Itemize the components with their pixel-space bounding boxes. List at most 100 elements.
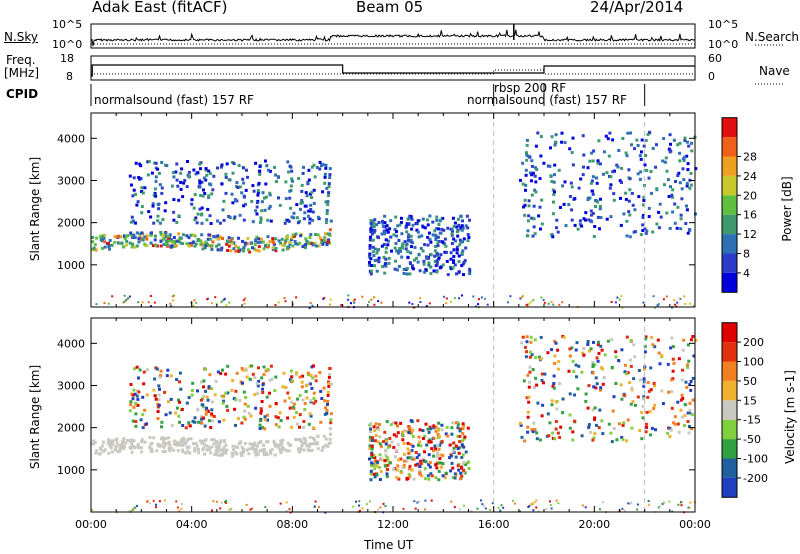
echo-cell [128, 510, 131, 512]
echo-cell [157, 207, 161, 211]
echo-cell [527, 395, 531, 399]
echo-cell [172, 245, 176, 249]
echo-cell [245, 375, 249, 379]
echo-cell [655, 187, 659, 191]
echo-cell [578, 222, 582, 226]
echo-cell [153, 238, 157, 242]
echo-cell [409, 234, 413, 238]
echo-cell [458, 297, 461, 300]
echo-cell [681, 368, 685, 372]
echo-cell [229, 249, 233, 253]
colorbar-swatch [722, 477, 737, 498]
echo-cell [462, 468, 466, 472]
echo-cell [648, 503, 650, 506]
echo-cell [103, 245, 107, 249]
echo-cell [284, 218, 288, 222]
echo-cell [249, 242, 253, 245]
echo-cell [143, 408, 147, 412]
echo-cell [198, 207, 202, 211]
echo-cell [461, 453, 465, 457]
echo-cell [408, 301, 411, 304]
echo-cell [222, 218, 226, 222]
echo-cell [432, 424, 436, 428]
echo-cell [414, 463, 418, 467]
echo-cell [638, 378, 642, 382]
echo-cell [172, 175, 176, 179]
echo-cell [379, 506, 382, 509]
echo-cell [298, 450, 302, 454]
echo-cell [269, 219, 273, 223]
cpid-mode-3: normalsound (fast) 157 RF [467, 93, 627, 107]
echo-cell [591, 408, 595, 412]
echo-cell [652, 407, 656, 410]
echo-cell [152, 499, 155, 502]
y-tick-label: 2000 [57, 217, 85, 230]
echo-cell [499, 509, 502, 512]
colorbar-tick-label: 50 [743, 375, 757, 388]
echo-cell [352, 505, 355, 508]
echo-cell [452, 446, 456, 450]
echo-cell [166, 368, 170, 372]
echo-cell [304, 191, 308, 195]
echo-cell [248, 364, 252, 368]
echo-cell [303, 402, 307, 405]
noise-sky-trace [90, 29, 696, 47]
echo-cell [428, 237, 432, 241]
echo-cell [213, 393, 217, 397]
echo-cell [326, 402, 329, 406]
echo-cell [618, 422, 621, 426]
echo-cell [621, 423, 625, 427]
echo-cell [457, 468, 461, 472]
echo-cell [411, 241, 414, 245]
echo-cell [441, 474, 445, 478]
echo-cell [380, 301, 383, 304]
echo-cell [306, 371, 310, 375]
echo-cell [128, 241, 132, 245]
echo-cell [452, 237, 456, 241]
echo-cell [179, 440, 183, 444]
echo-cell [434, 235, 438, 239]
echo-cell [642, 384, 646, 388]
echo-cell [231, 201, 235, 205]
echo-cell [165, 374, 169, 378]
echo-cell [91, 508, 94, 511]
echo-cell [669, 428, 673, 432]
echo-cell [190, 202, 194, 206]
echo-cell [242, 249, 246, 253]
echo-cell [285, 501, 288, 504]
echo-cell [526, 425, 530, 429]
echo-cell [201, 403, 205, 407]
echo-cell [434, 447, 437, 451]
echo-cell [133, 446, 137, 450]
echo-cell [609, 183, 613, 187]
echo-cell [556, 431, 560, 435]
echo-cell [279, 419, 283, 422]
echo-cell [406, 256, 410, 260]
echo-cell [586, 340, 590, 343]
echo-cell [684, 380, 688, 384]
echo-cell [259, 411, 263, 415]
echo-cell [630, 143, 633, 147]
echo-cell [180, 508, 183, 510]
echo-cell [324, 221, 328, 225]
echo-cell [135, 244, 139, 248]
echo-cell [256, 391, 260, 395]
echo-cell [542, 299, 545, 301]
echo-cell [257, 366, 260, 370]
echo-cell [326, 240, 330, 244]
echo-cell [405, 477, 409, 481]
echo-cell [603, 353, 607, 357]
echo-cell [538, 355, 541, 359]
echo-cell [526, 229, 530, 233]
echo-cell [256, 193, 260, 197]
echo-cell [266, 368, 270, 372]
echo-cell [309, 398, 313, 402]
echo-cell [326, 445, 330, 449]
echo-cell [622, 393, 626, 397]
echo-cell [614, 355, 618, 359]
echo-cell [327, 182, 331, 186]
echo-cell [216, 248, 220, 252]
echo-cell [218, 453, 221, 457]
echo-cell [149, 241, 153, 245]
echo-cell [597, 426, 601, 430]
